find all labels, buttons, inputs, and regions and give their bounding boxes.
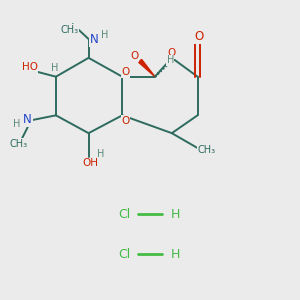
Text: H: H xyxy=(167,55,174,65)
Text: O: O xyxy=(121,116,129,126)
Text: H: H xyxy=(101,31,109,40)
Text: CH₃: CH₃ xyxy=(197,145,215,154)
Text: H: H xyxy=(171,208,180,221)
Text: N: N xyxy=(89,33,98,46)
Text: H: H xyxy=(13,119,20,129)
Text: H: H xyxy=(51,63,58,74)
Text: H: H xyxy=(171,248,180,260)
Text: Cl: Cl xyxy=(118,208,131,221)
Text: O: O xyxy=(194,30,204,43)
Text: Cl: Cl xyxy=(118,248,131,260)
Text: CH₃: CH₃ xyxy=(10,139,28,149)
Text: O: O xyxy=(130,51,139,62)
Text: H: H xyxy=(98,149,105,159)
Text: N: N xyxy=(23,113,32,126)
Polygon shape xyxy=(139,59,155,77)
Text: O: O xyxy=(168,48,176,59)
Text: CH₃: CH₃ xyxy=(61,25,79,34)
Text: OH: OH xyxy=(82,158,98,169)
Text: HO: HO xyxy=(22,62,38,72)
Text: O: O xyxy=(121,67,129,77)
